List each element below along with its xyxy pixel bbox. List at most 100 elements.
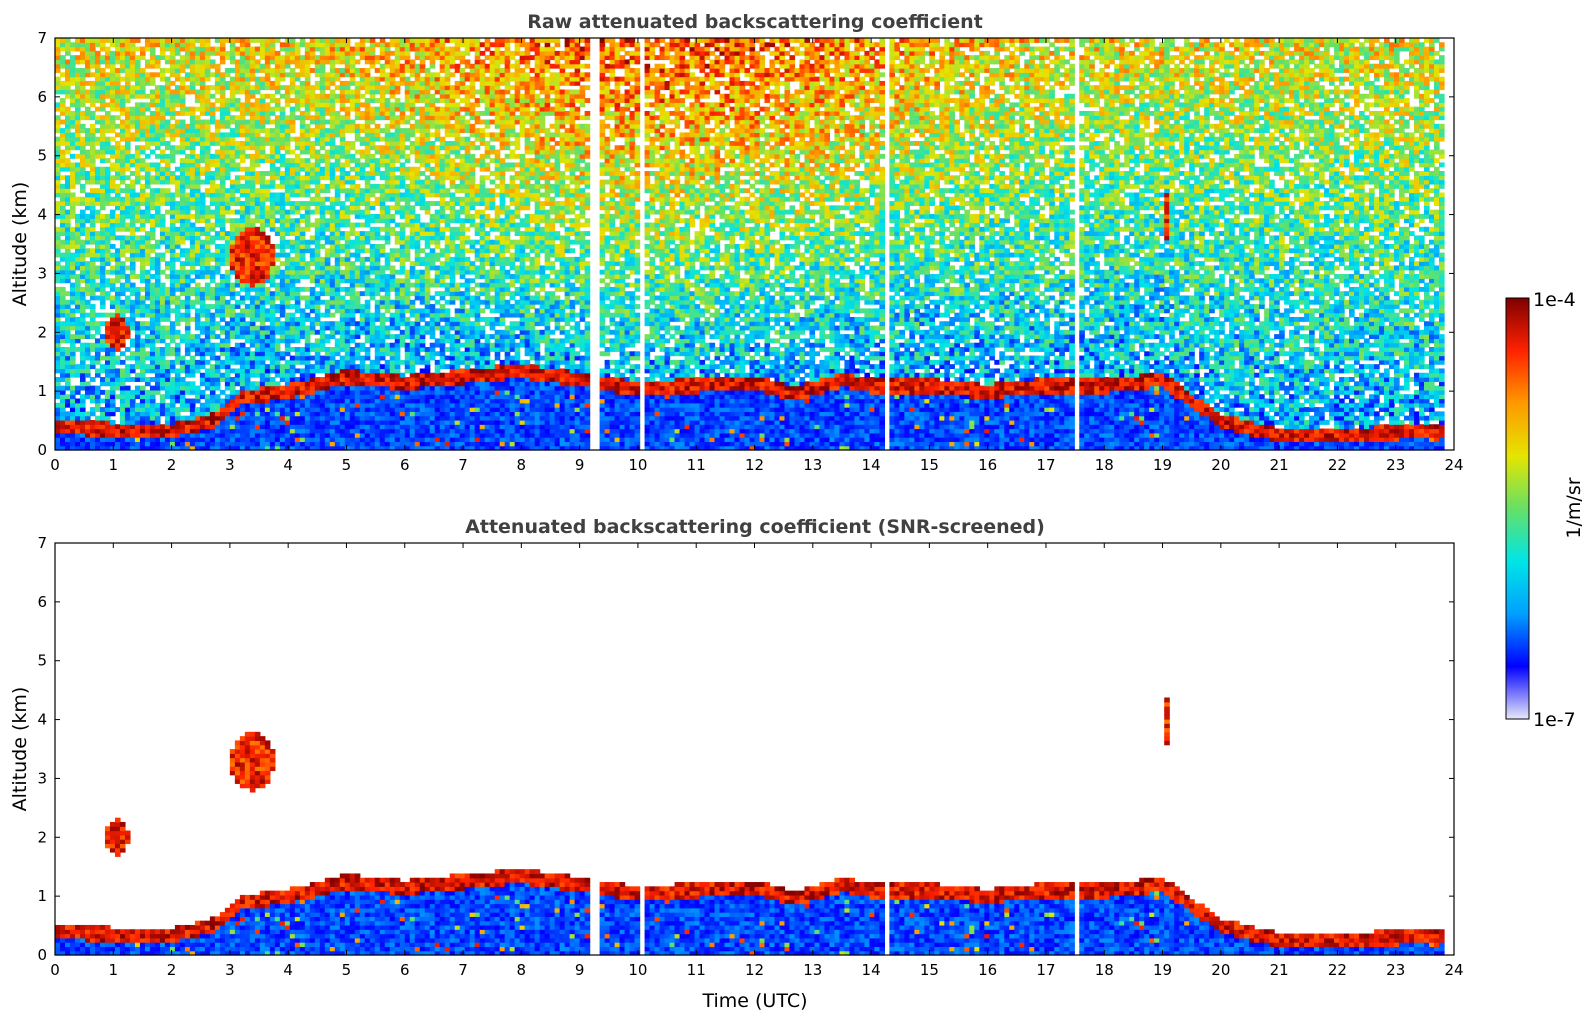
heatmap-cell bbox=[315, 244, 321, 249]
heatmap-cell bbox=[185, 287, 191, 292]
heatmap-cell bbox=[330, 72, 336, 77]
heatmap-cell bbox=[280, 107, 286, 112]
heatmap-cell bbox=[120, 77, 126, 82]
heatmap-cell bbox=[260, 416, 266, 421]
heatmap-cell bbox=[75, 321, 81, 326]
heatmap-cell bbox=[110, 278, 116, 283]
heatmap-cell bbox=[195, 72, 201, 77]
heatmap-cell bbox=[60, 278, 66, 283]
heatmap-cell bbox=[250, 390, 256, 395]
heatmap-cell bbox=[110, 394, 116, 399]
heatmap-cell bbox=[215, 368, 221, 373]
heatmap-cell bbox=[80, 231, 86, 236]
heatmap-cell bbox=[295, 184, 301, 189]
heatmap-cell bbox=[210, 154, 216, 159]
heatmap-cell bbox=[225, 210, 231, 215]
heatmap-cell bbox=[270, 120, 276, 125]
heatmap-cell bbox=[340, 201, 346, 206]
heatmap-cell bbox=[295, 326, 301, 331]
heatmap-cell bbox=[350, 128, 356, 133]
heatmap-cell bbox=[190, 253, 196, 258]
heatmap-cell bbox=[60, 437, 66, 442]
heatmap-cell bbox=[315, 291, 321, 296]
heatmap-cell bbox=[110, 167, 116, 172]
heatmap-cell bbox=[60, 197, 66, 202]
heatmap-cell bbox=[340, 304, 346, 309]
heatmap-cell bbox=[320, 167, 326, 172]
heatmap-cell bbox=[70, 351, 76, 356]
heatmap-cell bbox=[255, 420, 261, 425]
heatmap-cell bbox=[315, 72, 321, 77]
heatmap-cell bbox=[185, 343, 191, 348]
heatmap-cell bbox=[180, 300, 186, 305]
heatmap-cell bbox=[265, 102, 271, 107]
heatmap-cell bbox=[360, 291, 366, 296]
heatmap-cell bbox=[60, 407, 66, 412]
heatmap-cell bbox=[155, 167, 161, 172]
heatmap-cell bbox=[85, 162, 91, 167]
heatmap-cell bbox=[75, 338, 81, 343]
heatmap-cell bbox=[165, 368, 171, 373]
heatmap-cell bbox=[360, 381, 366, 386]
heatmap-cell bbox=[340, 223, 346, 228]
heatmap-cell bbox=[300, 214, 306, 219]
heatmap-cell bbox=[145, 377, 151, 382]
heatmap-cell bbox=[340, 429, 346, 434]
heatmap-cell bbox=[260, 201, 266, 206]
heatmap-cell bbox=[345, 373, 351, 378]
heatmap-cell bbox=[330, 364, 336, 369]
heatmap-cell bbox=[230, 248, 236, 253]
heatmap-cell bbox=[315, 98, 321, 103]
heatmap-cell bbox=[310, 38, 316, 43]
heatmap-cell bbox=[90, 98, 96, 103]
heatmap-cell bbox=[180, 68, 186, 73]
heatmap-cell bbox=[260, 420, 266, 425]
heatmap-cell bbox=[340, 381, 346, 386]
heatmap-cell bbox=[60, 429, 66, 434]
heatmap-cell bbox=[320, 390, 326, 395]
heatmap-cell bbox=[340, 59, 346, 64]
heatmap-cell bbox=[270, 377, 276, 382]
heatmap-cell bbox=[275, 368, 281, 373]
heatmap-cell bbox=[105, 407, 111, 412]
heatmap-cell bbox=[295, 72, 301, 77]
heatmap-cell bbox=[110, 377, 116, 382]
heatmap-cell bbox=[300, 429, 306, 434]
heatmap-cell bbox=[325, 218, 331, 223]
heatmap-cell bbox=[355, 441, 361, 446]
heatmap-cell bbox=[205, 334, 211, 339]
heatmap-cell bbox=[285, 141, 291, 146]
heatmap-cell bbox=[240, 124, 246, 129]
heatmap-cell bbox=[175, 244, 181, 249]
heatmap-cell bbox=[260, 291, 266, 296]
heatmap-cell bbox=[95, 154, 101, 159]
heatmap-cell bbox=[310, 42, 316, 47]
heatmap-cell bbox=[130, 197, 136, 202]
heatmap-cell bbox=[160, 304, 166, 309]
heatmap-cell bbox=[160, 338, 166, 343]
heatmap-cell bbox=[120, 137, 126, 142]
heatmap-cell bbox=[315, 158, 321, 163]
heatmap-cell bbox=[265, 240, 271, 245]
heatmap-cell bbox=[355, 270, 361, 275]
heatmap-cell bbox=[60, 351, 66, 356]
heatmap-cell bbox=[165, 433, 171, 438]
heatmap-cell bbox=[105, 47, 111, 52]
heatmap-cell bbox=[60, 356, 66, 361]
heatmap-cell bbox=[130, 162, 136, 167]
heatmap-cell bbox=[140, 308, 146, 313]
heatmap-cell bbox=[310, 154, 316, 159]
heatmap-cell bbox=[125, 64, 131, 69]
heatmap-cell bbox=[350, 81, 356, 86]
heatmap-cell bbox=[55, 162, 61, 167]
heatmap-cell bbox=[205, 120, 211, 125]
heatmap-cell bbox=[115, 330, 121, 335]
heatmap-cell bbox=[345, 441, 351, 446]
heatmap-cell bbox=[220, 98, 226, 103]
heatmap-cell bbox=[245, 218, 251, 223]
heatmap-cell bbox=[280, 47, 286, 52]
heatmap-cell bbox=[120, 437, 126, 442]
heatmap-cell bbox=[125, 283, 131, 288]
heatmap-cell bbox=[350, 102, 356, 107]
heatmap-cell bbox=[235, 150, 241, 155]
